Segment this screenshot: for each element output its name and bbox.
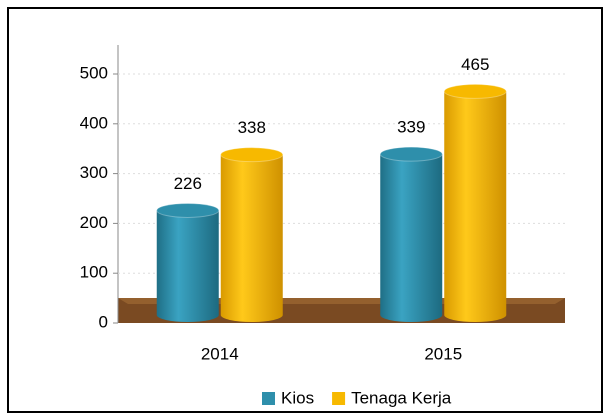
data-label: 339	[397, 118, 425, 137]
data-label: 338	[238, 118, 266, 137]
bar	[156, 210, 219, 323]
legend-label: Kios	[281, 388, 314, 407]
legend-swatch	[332, 392, 346, 405]
data-label: 226	[174, 174, 202, 193]
bar	[380, 154, 443, 323]
y-tick-label: 0	[99, 312, 108, 331]
y-tick-label: 100	[80, 263, 108, 282]
bar	[220, 154, 283, 323]
legend-label: Tenaga Kerja	[351, 388, 452, 407]
bar-top	[156, 202, 220, 218]
bar	[444, 91, 507, 323]
x-tick-label: 2015	[424, 344, 462, 363]
y-tick-label: 300	[80, 163, 108, 182]
bar-top	[379, 146, 443, 162]
bar-top	[220, 147, 284, 163]
legend-swatch	[262, 392, 275, 405]
y-tick-label: 200	[80, 213, 108, 232]
data-label: 465	[461, 55, 489, 74]
x-tick-label: 2014	[201, 344, 239, 363]
y-tick-label: 500	[80, 63, 108, 82]
bar-top	[443, 83, 507, 99]
y-tick-label: 400	[80, 113, 108, 132]
